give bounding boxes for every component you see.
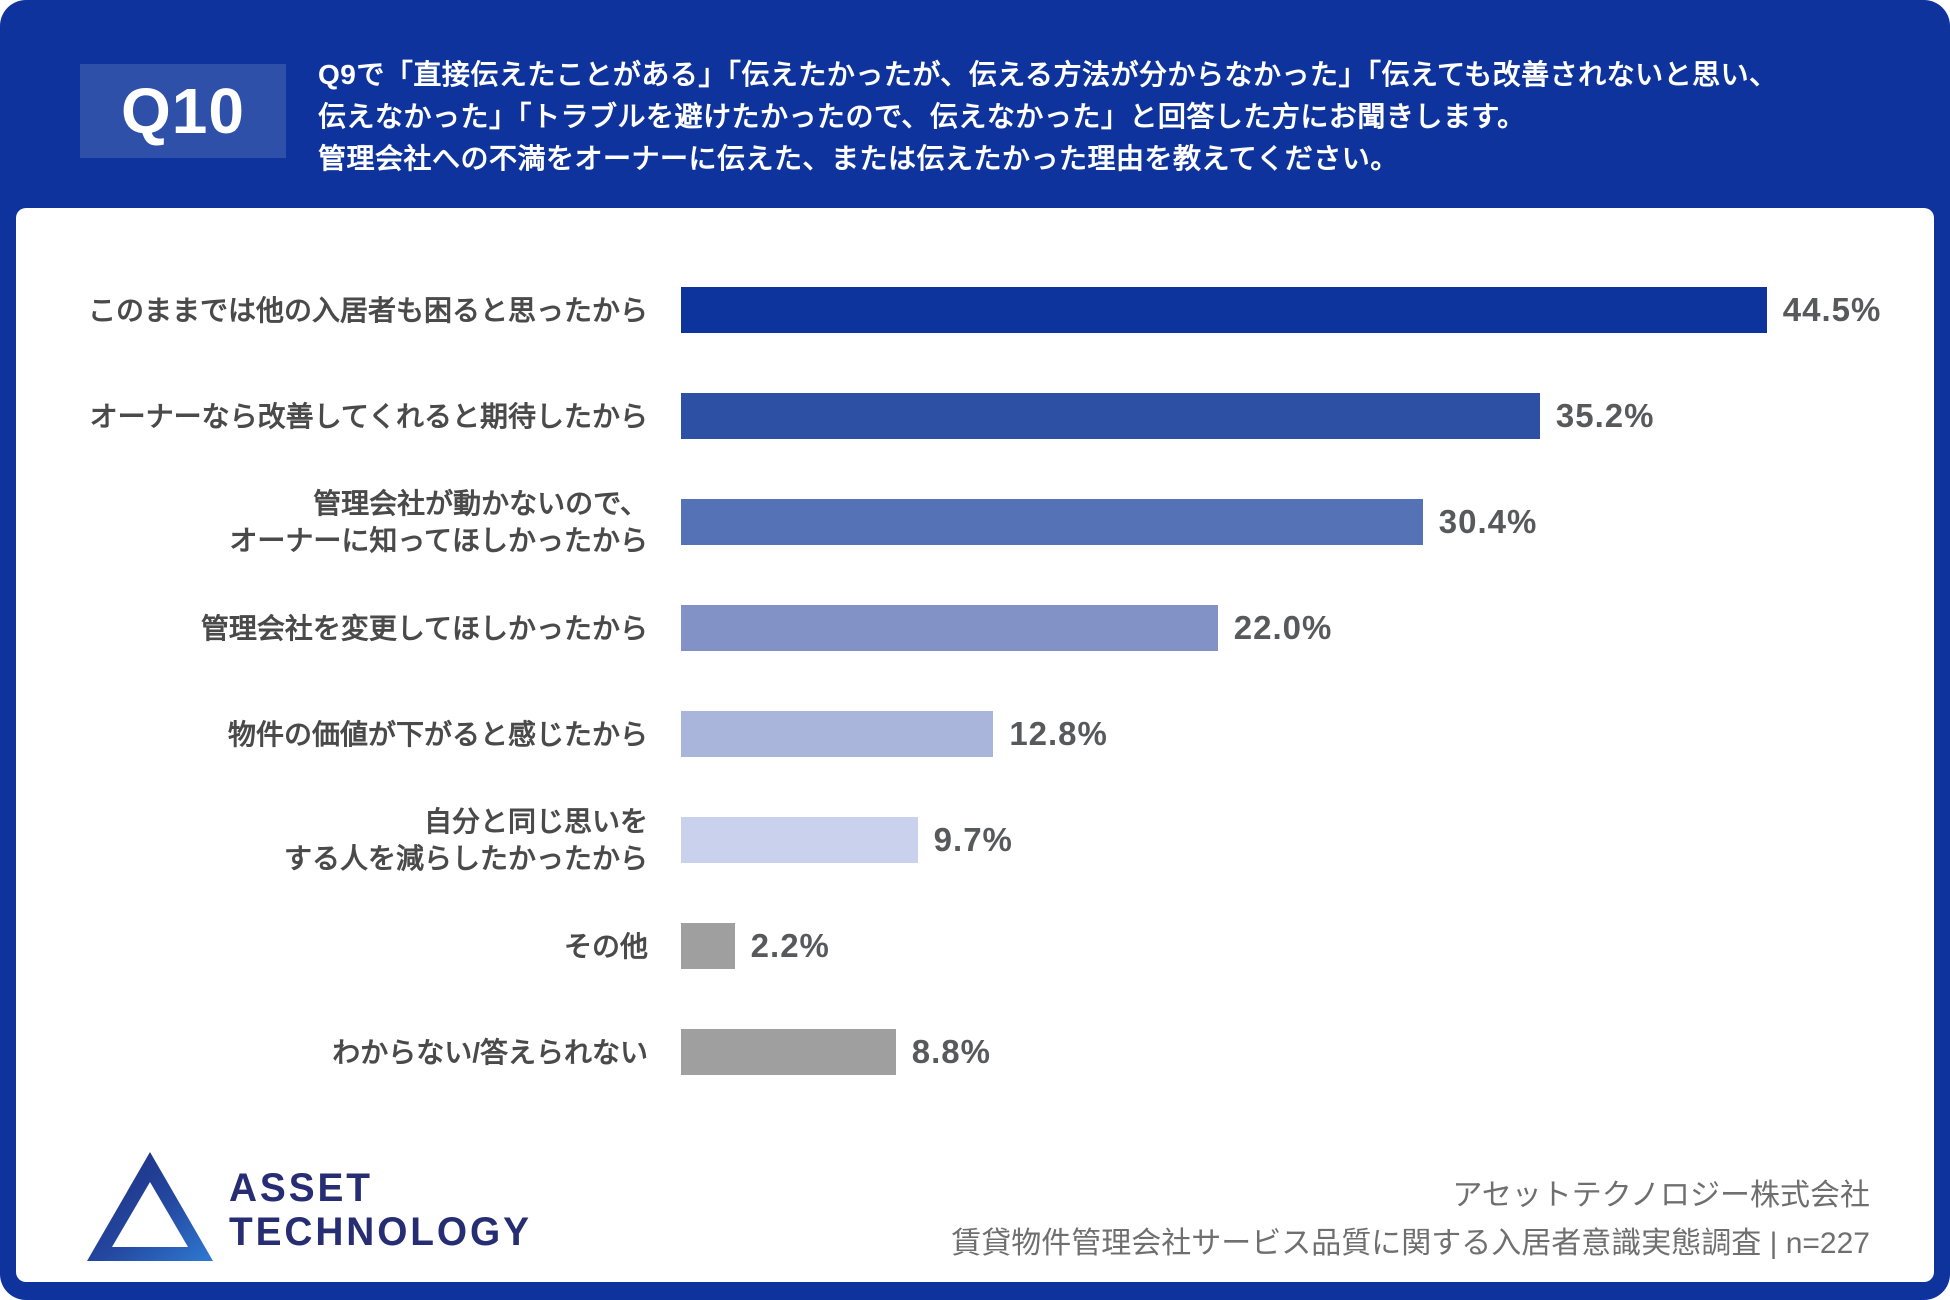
category-label: このままでは他の入居者も困ると思ったから [87, 294, 648, 326]
value-label: 2.2% [750, 927, 830, 964]
chart-row: その他 2.2% [16, 893, 1934, 999]
chart-row: オーナーなら改善してくれると期待したから 35.2% [16, 363, 1934, 469]
bar-track: 8.8% [681, 1029, 991, 1075]
chart-row: 管理会社を変更してほしかったから 22.0% [16, 575, 1934, 681]
bar [681, 923, 735, 969]
bar [681, 287, 1767, 333]
bar-track: 35.2% [681, 393, 1654, 439]
asset-technology-triangle-logo-icon [85, 1150, 215, 1269]
category-label: わからない/答えられない [332, 1036, 648, 1068]
logo-text-line1: ASSET [229, 1165, 373, 1210]
bar [681, 1029, 896, 1075]
bar [681, 711, 994, 757]
bar [681, 605, 1218, 651]
value-label: 12.8% [1009, 715, 1108, 752]
value-label: 35.2% [1555, 397, 1655, 434]
category-label: オーナーなら改善してくれると期待したから [89, 400, 648, 432]
bar [681, 393, 1540, 439]
value-label: 30.4% [1438, 503, 1538, 540]
category-label: 自分と同じ思いを する人を減らしたかったから [283, 806, 648, 874]
chart-row: わからない/答えられない 8.8% [16, 999, 1934, 1105]
value-label: 9.7% [933, 821, 1013, 858]
bar [681, 499, 1423, 545]
question-text: Q9で「直接伝えたことがある」「伝えたかったが、伝える方法が分からなかった」「伝… [318, 59, 1778, 174]
chart-row: 物件の価値が下がると感じたから 12.8% [16, 681, 1934, 787]
value-label: 44.5% [1782, 291, 1882, 328]
bar-track: 22.0% [681, 605, 1332, 651]
category-label: その他 [563, 930, 648, 962]
logo-text-line2: TECHNOLOGY [229, 1209, 532, 1254]
category-label: 物件の価値が下がると感じたから [227, 718, 648, 750]
bar-track: 9.7% [681, 817, 1013, 863]
value-label: 8.8% [911, 1033, 991, 1070]
category-label: 管理会社を変更してほしかったから [200, 612, 648, 644]
logo-wordmark: ASSET TECHNOLOGY [229, 1166, 532, 1254]
bar-track: 12.8% [681, 711, 1108, 757]
chart-panel: このままでは他の入居者も困ると思ったから 44.5% オーナーなら改善してくれる… [16, 208, 1934, 1282]
question-number-badge: Q10 [80, 64, 286, 158]
survey-source: アセットテクノロジー株式会社 賃貸物件管理会社サービス品質に関する入居者意識実態… [951, 1172, 1870, 1268]
bar-track: 44.5% [681, 287, 1881, 333]
source-company: アセットテクノロジー株式会社 [1452, 1179, 1870, 1212]
value-label: 22.0% [1233, 609, 1333, 646]
chart-row: 自分と同じ思いを する人を減らしたかったから 9.7% [16, 787, 1934, 893]
bar-track: 30.4% [681, 499, 1537, 545]
chart-row: このままでは他の入居者も困ると思ったから 44.5% [16, 257, 1934, 363]
bar-track: 2.2% [681, 923, 830, 969]
source-survey-name: 賃貸物件管理会社サービス品質に関する入居者意識実態調査 | n=227 [951, 1227, 1870, 1260]
chart-row: 管理会社が動かないので、 オーナーに知ってほしかったから 30.4% [16, 469, 1934, 575]
bar-chart: このままでは他の入居者も困ると思ったから 44.5% オーナーなら改善してくれる… [16, 257, 1934, 1105]
category-label: 管理会社が動かないので、 オーナーに知ってほしかったから [229, 488, 648, 556]
bar [681, 817, 918, 863]
company-logo: ASSET TECHNOLOGY [85, 1150, 541, 1269]
